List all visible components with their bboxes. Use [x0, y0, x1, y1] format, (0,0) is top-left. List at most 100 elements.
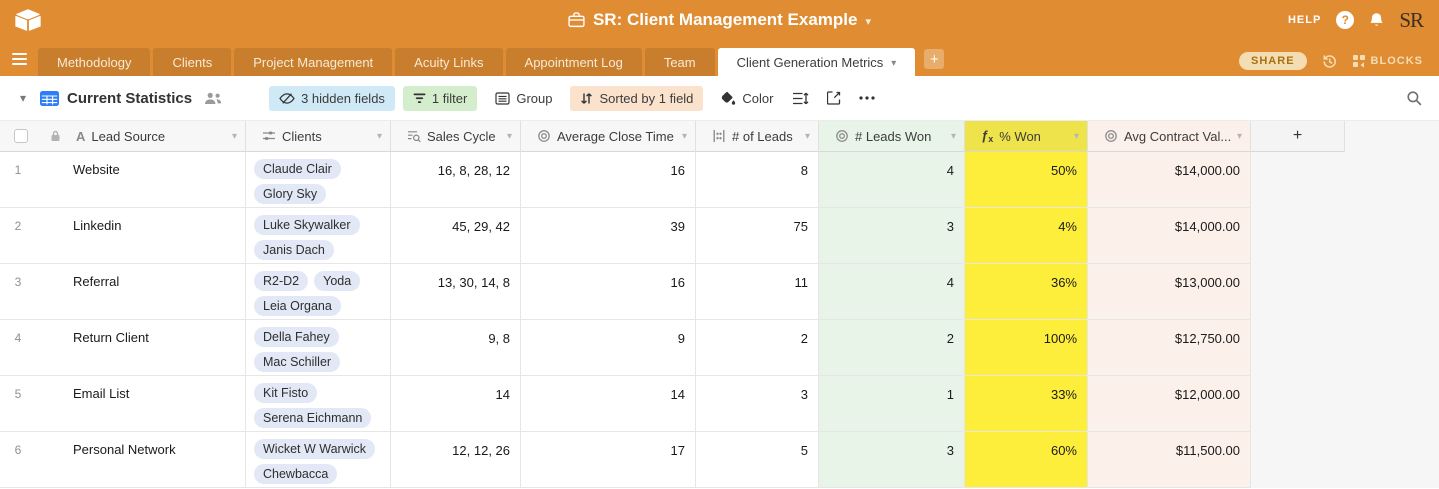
cell-pct-won[interactable]: 4%	[965, 208, 1088, 264]
field-menu-caret-icon[interactable]: ▾	[1236, 130, 1242, 142]
hidden-fields-button[interactable]: 3 hidden fields	[269, 85, 395, 111]
active-tab-caret-icon[interactable]: ▾	[891, 57, 897, 69]
cell-num-leads-won[interactable]: 3	[819, 432, 965, 488]
search-icon[interactable]	[1406, 90, 1423, 107]
client-pill[interactable]: Luke Skywalker	[254, 215, 360, 235]
field-menu-caret-icon[interactable]: ▾	[376, 130, 382, 142]
cell-avg-contract-value[interactable]: $13,000.00	[1088, 264, 1251, 320]
cell-avg-contract-value[interactable]: $12,750.00	[1088, 320, 1251, 376]
blocks-button[interactable]: BLOCKS	[1352, 54, 1423, 68]
tab-methodology[interactable]: Methodology	[38, 48, 151, 76]
tab-project-management[interactable]: Project Management	[234, 48, 393, 76]
base-title-caret-icon[interactable]: ▾	[865, 16, 872, 28]
column-header-won[interactable]: ƒx% Won ▾	[965, 121, 1088, 152]
cell-num-leads-won[interactable]: 1	[819, 376, 965, 432]
notifications-bell-icon[interactable]	[1369, 12, 1384, 28]
client-pill[interactable]: Yoda	[314, 271, 361, 291]
client-pill[interactable]: Mac Schiller	[254, 352, 341, 372]
field-menu-caret-icon[interactable]: ▾	[950, 130, 956, 142]
column-header-lead-source[interactable]: A Lead Source ▾	[0, 121, 246, 152]
share-view-icon[interactable]	[826, 91, 841, 105]
field-menu-caret-icon[interactable]: ▾	[1073, 130, 1079, 142]
cell-num-leads-won[interactable]: 2	[819, 320, 965, 376]
cell-num-leads-won[interactable]: 3	[819, 208, 965, 264]
client-pill[interactable]: Claude Clair	[254, 159, 341, 179]
client-pill[interactable]: Wicket W Warwick	[254, 439, 375, 459]
client-pill[interactable]: Janis Dach	[254, 240, 334, 260]
cell-lead-source[interactable]: 6 Personal Network	[0, 432, 246, 488]
column-header-leads-won[interactable]: # Leads Won ▾	[819, 121, 965, 152]
collaborators-icon[interactable]	[204, 92, 223, 105]
column-header-average-close-time[interactable]: Average Close Time ▾	[521, 121, 696, 152]
cell-pct-won[interactable]: 36%	[965, 264, 1088, 320]
cell-clients[interactable]: R2-D2 Yoda Leia Organa	[246, 264, 391, 320]
cell-pct-won[interactable]: 50%	[965, 152, 1088, 208]
column-header-clients[interactable]: Clients ▾	[246, 121, 391, 152]
cell-pct-won[interactable]: 60%	[965, 432, 1088, 488]
cell-lead-source[interactable]: 1 Website	[0, 152, 246, 208]
cell-sales-cycle[interactable]: 45, 29, 42	[391, 208, 521, 264]
cell-avg-contract-value[interactable]: $11,500.00	[1088, 432, 1251, 488]
hamburger-menu-icon[interactable]	[0, 45, 38, 73]
add-field-button[interactable]: +	[1251, 121, 1345, 152]
tab-clients[interactable]: Clients	[153, 48, 232, 76]
tab-team[interactable]: Team	[644, 48, 715, 76]
cell-avg-contract-value[interactable]: $14,000.00	[1088, 152, 1251, 208]
client-pill[interactable]: Kit Fisto	[254, 383, 318, 403]
cell-average-close-time[interactable]: 16	[521, 152, 696, 208]
cell-lead-source[interactable]: 5 Email List	[0, 376, 246, 432]
cell-avg-contract-value[interactable]: $14,000.00	[1088, 208, 1251, 264]
field-menu-caret-icon[interactable]: ▾	[681, 130, 687, 142]
cell-pct-won[interactable]: 100%	[965, 320, 1088, 376]
row-number[interactable]: 1	[14, 163, 22, 177]
add-table-button[interactable]: +	[924, 49, 945, 69]
tab-appointment-log[interactable]: Appointment Log	[505, 48, 642, 76]
history-icon[interactable]	[1321, 53, 1338, 70]
view-sidebar-caret-icon[interactable]: ▾	[20, 91, 27, 105]
cell-num-of-leads[interactable]: 8	[696, 152, 819, 208]
column-header-of-leads[interactable]: # of Leads ▾	[696, 121, 819, 152]
cell-average-close-time[interactable]: 9	[521, 320, 696, 376]
cell-num-of-leads[interactable]: 11	[696, 264, 819, 320]
help-button[interactable]: HELP	[1287, 14, 1322, 26]
cell-clients[interactable]: Della Fahey Mac Schiller	[246, 320, 391, 376]
help-question-icon[interactable]: ?	[1336, 11, 1355, 29]
cell-num-leads-won[interactable]: 4	[819, 264, 965, 320]
client-pill[interactable]: Serena Eichmann	[254, 408, 372, 428]
client-pill[interactable]: Glory Sky	[254, 184, 327, 204]
row-number[interactable]: 3	[14, 275, 22, 289]
select-all-checkbox[interactable]	[14, 129, 28, 143]
cell-average-close-time[interactable]: 14	[521, 376, 696, 432]
group-button[interactable]: Group	[485, 86, 562, 111]
column-header-sales-cycle[interactable]: Sales Cycle ▾	[391, 121, 521, 152]
cell-lead-source[interactable]: 4 Return Client	[0, 320, 246, 376]
view-name[interactable]: Current Statistics	[67, 89, 193, 107]
field-menu-caret-icon[interactable]: ▾	[804, 130, 810, 142]
tab-client-generation-metrics[interactable]: Client Generation Metrics ▾	[717, 48, 916, 76]
cell-average-close-time[interactable]: 39	[521, 208, 696, 264]
cell-sales-cycle[interactable]: 12, 12, 26	[391, 432, 521, 488]
cell-sales-cycle[interactable]: 14	[391, 376, 521, 432]
field-menu-caret-icon[interactable]: ▾	[506, 130, 512, 142]
color-button[interactable]: Color	[711, 86, 783, 111]
cell-pct-won[interactable]: 33%	[965, 376, 1088, 432]
row-height-button[interactable]	[792, 92, 809, 105]
row-number[interactable]: 2	[14, 219, 22, 233]
row-number[interactable]: 4	[14, 331, 22, 345]
cell-sales-cycle[interactable]: 13, 30, 14, 8	[391, 264, 521, 320]
share-button[interactable]: SHARE	[1239, 52, 1307, 70]
row-number[interactable]: 6	[14, 443, 22, 457]
cell-num-leads-won[interactable]: 4	[819, 152, 965, 208]
cell-num-of-leads[interactable]: 3	[696, 376, 819, 432]
client-pill[interactable]: Leia Organa	[254, 296, 341, 316]
column-header-avg-contract-val[interactable]: Avg Contract Val... ▾	[1088, 121, 1251, 152]
cell-average-close-time[interactable]: 16	[521, 264, 696, 320]
user-avatar[interactable]: SR	[1399, 7, 1424, 32]
tab-acuity-links[interactable]: Acuity Links	[395, 48, 503, 76]
cell-clients[interactable]: Kit Fisto Serena Eichmann	[246, 376, 391, 432]
client-pill[interactable]: Della Fahey	[254, 327, 339, 347]
cell-sales-cycle[interactable]: 9, 8	[391, 320, 521, 376]
cell-clients[interactable]: Wicket W Warwick Chewbacca	[246, 432, 391, 488]
more-options-button[interactable]	[858, 96, 875, 100]
cell-average-close-time[interactable]: 17	[521, 432, 696, 488]
